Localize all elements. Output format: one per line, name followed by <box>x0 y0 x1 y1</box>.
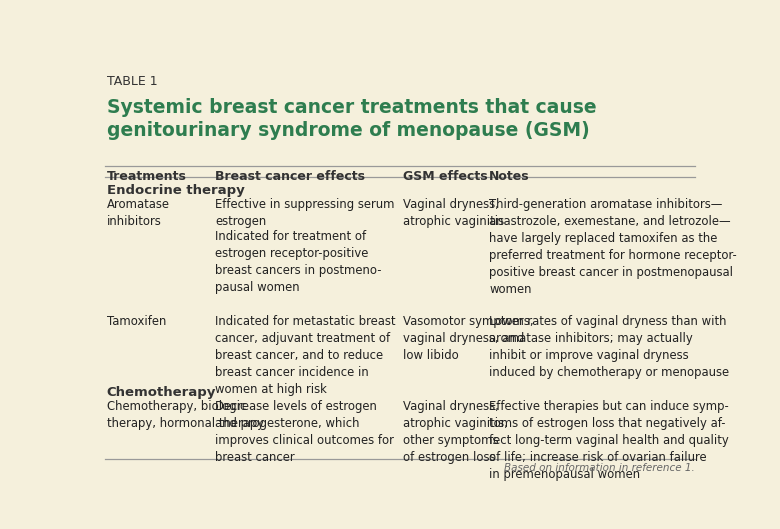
Text: Tamoxifen: Tamoxifen <box>107 315 166 328</box>
Text: Notes: Notes <box>489 170 530 183</box>
Text: Vasomotor symptoms,
vaginal dryness, and
low libido: Vasomotor symptoms, vaginal dryness, and… <box>402 315 534 362</box>
Text: Breast cancer effects: Breast cancer effects <box>215 170 365 183</box>
Text: Effective therapies but can induce symp-
toms of estrogen loss that negatively a: Effective therapies but can induce symp-… <box>489 400 729 481</box>
Text: Vaginal dryness,
atrophic vaginitis,
other symptoms
of estrogen loss: Vaginal dryness, atrophic vaginitis, oth… <box>402 400 508 464</box>
Text: Lower rates of vaginal dryness than with
aromatase inhibitors; may actually
inhi: Lower rates of vaginal dryness than with… <box>489 315 729 379</box>
Text: Systemic breast cancer treatments that cause
genitourinary syndrome of menopause: Systemic breast cancer treatments that c… <box>107 98 596 140</box>
Text: Effective in suppressing serum
estrogen: Effective in suppressing serum estrogen <box>215 198 395 228</box>
Text: GSM effects: GSM effects <box>402 170 488 183</box>
Text: Treatments: Treatments <box>107 170 186 183</box>
Text: Chemotherapy, biologic
therapy, hormonal therapy: Chemotherapy, biologic therapy, hormonal… <box>107 400 264 430</box>
Text: Endocrine therapy: Endocrine therapy <box>107 184 244 197</box>
Text: Indicated for treatment of
estrogen receptor-positive
breast cancers in postmeno: Indicated for treatment of estrogen rece… <box>215 230 382 294</box>
Text: Vaginal dryness,
atrophic vaginitis: Vaginal dryness, atrophic vaginitis <box>402 198 504 228</box>
Text: Based on information in reference 1.: Based on information in reference 1. <box>504 463 695 473</box>
Text: Third-generation aromatase inhibitors—
anastrozole, exemestane, and letrozole—
h: Third-generation aromatase inhibitors— a… <box>489 198 737 296</box>
Text: Indicated for metastatic breast
cancer, adjuvant treatment of
breast cancer, and: Indicated for metastatic breast cancer, … <box>215 315 396 396</box>
Text: Aromatase
inhibitors: Aromatase inhibitors <box>107 198 169 228</box>
Text: Decrease levels of estrogen
and progesterone, which
improves clinical outcomes f: Decrease levels of estrogen and progeste… <box>215 400 394 464</box>
Text: TABLE 1: TABLE 1 <box>107 75 158 88</box>
Text: Chemotherapy: Chemotherapy <box>107 386 216 399</box>
